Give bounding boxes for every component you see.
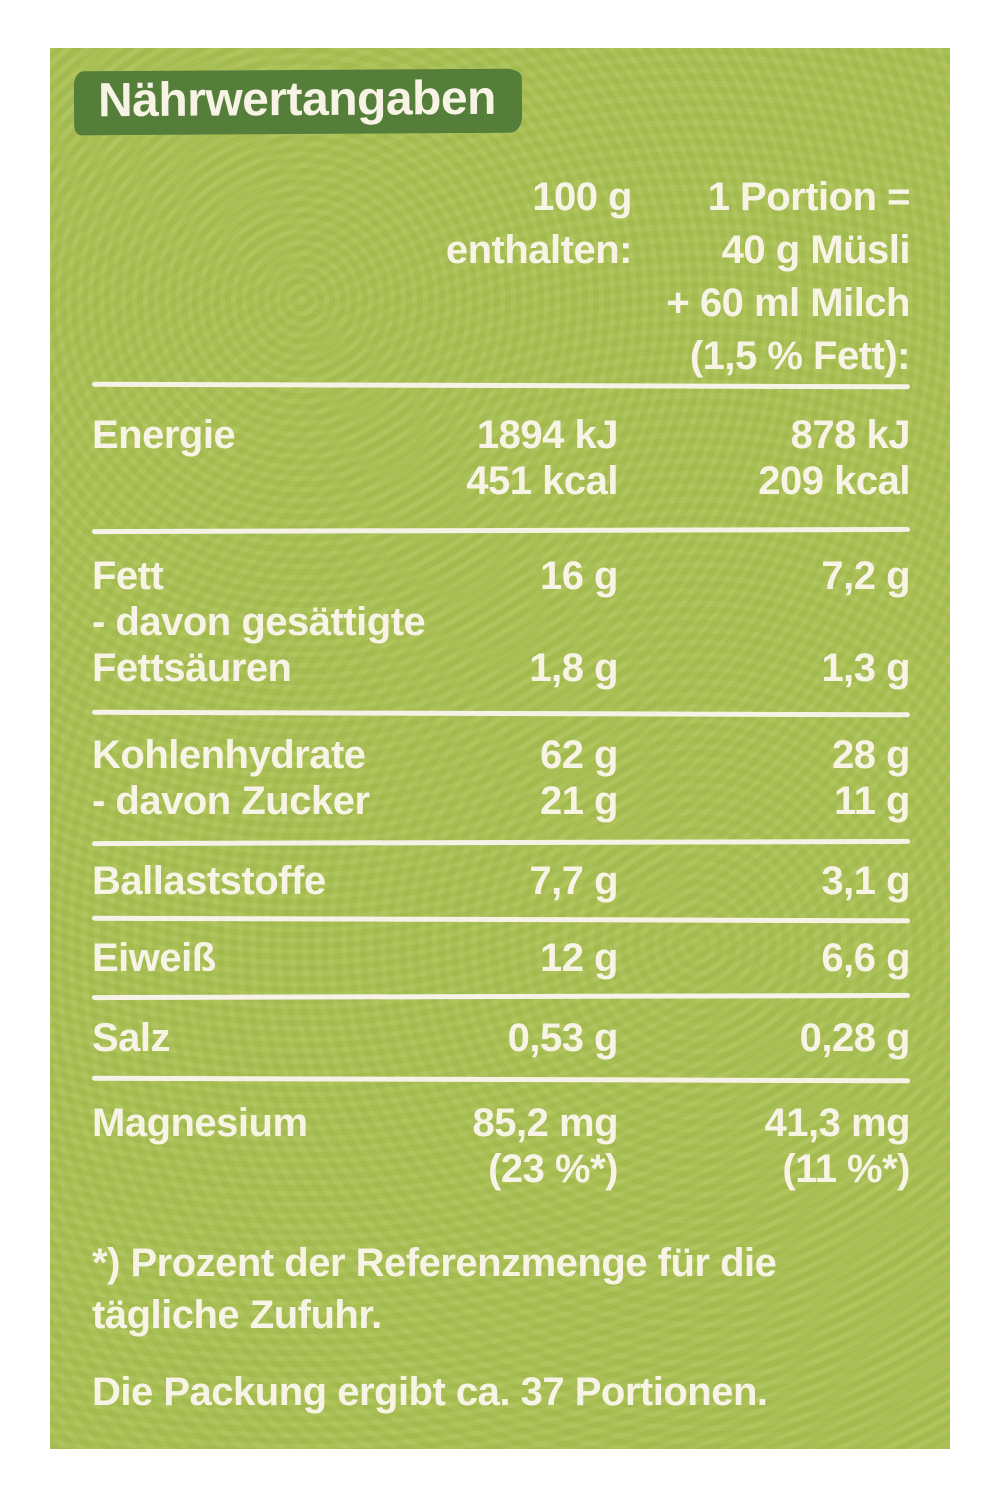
header-per-100g: 100 g enthalten: <box>432 171 633 383</box>
row-label <box>92 458 418 504</box>
reference-footnote-line: *) Prozent der Referenzmenge für die <box>92 1241 777 1285</box>
value-per-portion: 6,6 g <box>821 936 910 980</box>
value-per-100g: 1,8 g <box>529 646 618 690</box>
value-per-100g: 16 g <box>539 554 619 598</box>
value-per-portion: 28 g <box>831 733 911 777</box>
value-per-portion: 7,2 g <box>821 554 910 598</box>
table-row: Energie 1894 kJ 878 kJ 451 kcal 209 kcal <box>92 388 911 528</box>
header-per-portion-line: 40 g Müsli <box>721 228 911 272</box>
value-per-portion: 1,3 g <box>821 646 910 690</box>
header-per-100g-line: 100 g <box>532 175 632 219</box>
row-label: Ballaststoffe <box>92 859 326 903</box>
value-per-100g: 1894 kJ <box>476 413 619 457</box>
value-per-portion: 209 kcal <box>758 459 910 503</box>
table-row: Ballaststoffe 7,7 g 3,1 g <box>92 845 911 917</box>
value-per-100g: (23 %*) <box>488 1147 618 1191</box>
value-per-portion: 11 g <box>834 779 910 823</box>
header-per-portion-line: (1,5 % Fett): <box>689 334 911 378</box>
nutrition-label-panel: Nährwertangaben 100 g enthalten: 1 Porti… <box>50 48 950 1449</box>
table-row: Fett 16 g 7,2 g - davon gesättigte Fetts… <box>92 533 911 711</box>
column-headers: 100 g enthalten: 1 Portion = 40 g Müsli … <box>92 171 911 383</box>
header-per-portion-line: 1 Portion = <box>707 175 911 219</box>
header-per-portion-line: + 60 ml Milch <box>666 281 910 325</box>
reference-footnote: *) Prozent der Referenzmenge für die täg… <box>92 1237 910 1341</box>
servings-note: Die Packung ergibt ca. 37 Portionen. <box>92 1370 768 1414</box>
row-label: Eiweiß <box>92 936 216 980</box>
value-per-portion: 41,3 mg <box>764 1101 911 1145</box>
row-label: Energie <box>92 413 236 457</box>
row-label: Kohlenhydrate <box>92 733 366 777</box>
row-label: - davon gesättigte <box>92 600 426 644</box>
table-row: Salz 0,53 g 0,28 g <box>92 999 911 1077</box>
value-per-portion <box>625 599 917 645</box>
value-per-portion: (11 %*) <box>782 1147 910 1191</box>
value-per-100g <box>425 599 625 645</box>
nutrition-title-band: Nährwertangaben <box>73 68 523 136</box>
value-per-portion: 878 kJ <box>790 413 911 457</box>
row-label: Fettsäuren <box>92 646 292 690</box>
value-per-100g: 85,2 mg <box>472 1101 619 1145</box>
value-per-portion: 0,28 g <box>799 1016 911 1060</box>
table-row: Magnesium 85,2 mg 41,3 mg (23 %*) (11 %*… <box>92 1082 911 1192</box>
table-row: Eiweiß 12 g 6,6 g <box>92 922 911 994</box>
row-label <box>92 1146 418 1192</box>
value-per-100g: 0,53 g <box>507 1016 619 1060</box>
row-label: Magnesium <box>92 1101 308 1145</box>
value-per-portion: 3,1 g <box>821 859 910 903</box>
header-spacer <box>92 171 418 383</box>
header-per-portion: 1 Portion = 40 g Müsli + 60 ml Milch (1,… <box>618 171 910 383</box>
row-label: - davon Zucker <box>92 779 370 823</box>
value-per-100g: 21 g <box>539 779 619 823</box>
value-per-100g: 451 kcal <box>466 459 618 503</box>
value-per-100g: 12 g <box>539 936 619 980</box>
header-per-100g-line: enthalten: <box>445 228 633 272</box>
reference-footnote-line: tägliche Zufuhr. <box>92 1293 382 1337</box>
row-label: Fett <box>92 554 164 598</box>
row-label: Salz <box>92 1016 171 1060</box>
value-per-100g: 62 g <box>539 733 619 777</box>
table-row: Kohlenhydrate 62 g 28 g - davon Zucker 2… <box>92 716 911 840</box>
value-per-100g: 7,7 g <box>529 859 618 903</box>
nutrition-title: Nährwertangaben <box>97 71 497 128</box>
